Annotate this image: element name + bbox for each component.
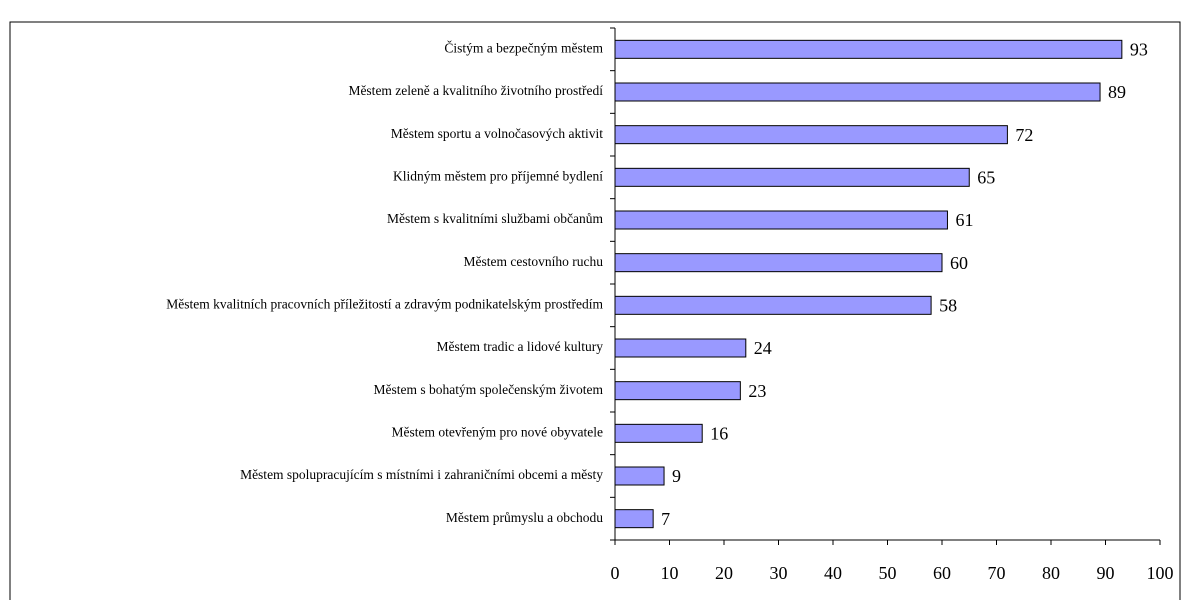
x-tick-label: 20 xyxy=(715,563,733,583)
value-label: 9 xyxy=(672,466,681,486)
value-label: 16 xyxy=(710,423,728,443)
y-tick-label: Městem s bohatým společenským životem xyxy=(374,382,604,397)
y-tick-label: Městem otevřeným pro nové obyvatele xyxy=(392,424,603,439)
y-tick-label: Městem průmyslu a obchodu xyxy=(446,510,603,525)
value-label: 23 xyxy=(748,381,766,401)
bar xyxy=(614,509,654,529)
bar xyxy=(614,423,703,443)
bar xyxy=(614,82,1101,102)
bar xyxy=(614,125,1008,145)
value-label: 89 xyxy=(1108,82,1126,102)
x-tick-label: 50 xyxy=(879,563,897,583)
bar xyxy=(614,39,1123,59)
y-tick-label: Městem cestovního ruchu xyxy=(464,254,604,269)
value-label: 61 xyxy=(955,210,973,230)
x-tick-label: 40 xyxy=(824,563,842,583)
bar xyxy=(614,253,943,273)
x-tick-label: 70 xyxy=(988,563,1006,583)
y-tick-label: Městem s kvalitními službami občanům xyxy=(387,211,603,226)
y-tick-label: Městem tradic a lidové kultury xyxy=(437,339,604,354)
value-label: 24 xyxy=(754,338,772,358)
value-label: 7 xyxy=(661,509,670,529)
x-tick-label: 100 xyxy=(1147,563,1174,583)
x-tick-label: 10 xyxy=(661,563,679,583)
x-tick-label: 60 xyxy=(933,563,951,583)
y-tick-label: Městem spolupracujícím s místními i zahr… xyxy=(240,467,603,482)
bar xyxy=(614,295,932,315)
y-tick-label: Čistým a bezpečným městem xyxy=(444,40,603,55)
x-tick-label: 90 xyxy=(1097,563,1115,583)
y-tick-label: Městem zeleně a kvalitního životního pro… xyxy=(348,83,603,98)
value-label: 58 xyxy=(939,295,957,315)
x-tick-label: 80 xyxy=(1042,563,1060,583)
bar xyxy=(614,167,970,187)
bar xyxy=(614,381,741,401)
y-tick-label: Klidným městem pro příjemné bydlení xyxy=(393,168,603,183)
value-label: 93 xyxy=(1130,39,1148,59)
bar xyxy=(614,338,747,358)
x-tick-label: 30 xyxy=(770,563,788,583)
y-tick-label: Městem sportu a volnočasových aktivit xyxy=(391,126,603,141)
y-tick-label: Městem kvalitních pracovních příležitost… xyxy=(166,296,603,311)
value-label: 60 xyxy=(950,253,968,273)
bar xyxy=(614,466,665,486)
bar xyxy=(614,210,948,230)
chart-frame xyxy=(9,21,1181,600)
value-label: 65 xyxy=(977,167,995,187)
value-label: 72 xyxy=(1015,125,1033,145)
x-tick-label: 0 xyxy=(611,563,620,583)
